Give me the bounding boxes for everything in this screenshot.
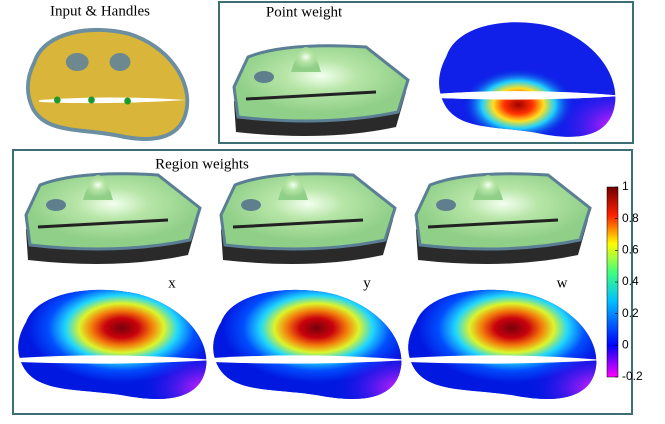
tick-label: -0.2 — [622, 369, 643, 383]
heatmap — [17, 290, 214, 399]
tick-label: 0.4 — [622, 274, 639, 288]
tick-label: 0 — [622, 338, 629, 352]
input-shape — [28, 30, 188, 139]
panel-title: Input & Handles — [50, 3, 150, 19]
surface — [221, 174, 395, 264]
panel-title: Point weight — [266, 4, 343, 20]
heatmap — [407, 290, 604, 399]
axis-label: x — [168, 275, 176, 291]
axis-label: w — [557, 275, 568, 291]
surface — [234, 46, 408, 136]
surface — [416, 174, 590, 264]
colorbar: 1 0.8 0.6 0.4 0.2 0 -0.2 — [607, 179, 643, 383]
surface — [26, 174, 200, 264]
tick-label: 0.6 — [622, 243, 639, 257]
tick-label: 0.2 — [622, 306, 639, 320]
tick-label: 1 — [622, 179, 629, 193]
figure: Input & Handles Point weight Region weig… — [0, 0, 665, 424]
panel-title: Region weights — [155, 156, 249, 172]
axis-label: y — [363, 275, 371, 291]
heatmap — [212, 290, 409, 399]
tick-label: 0.8 — [622, 211, 639, 225]
heatmap — [438, 22, 623, 137]
